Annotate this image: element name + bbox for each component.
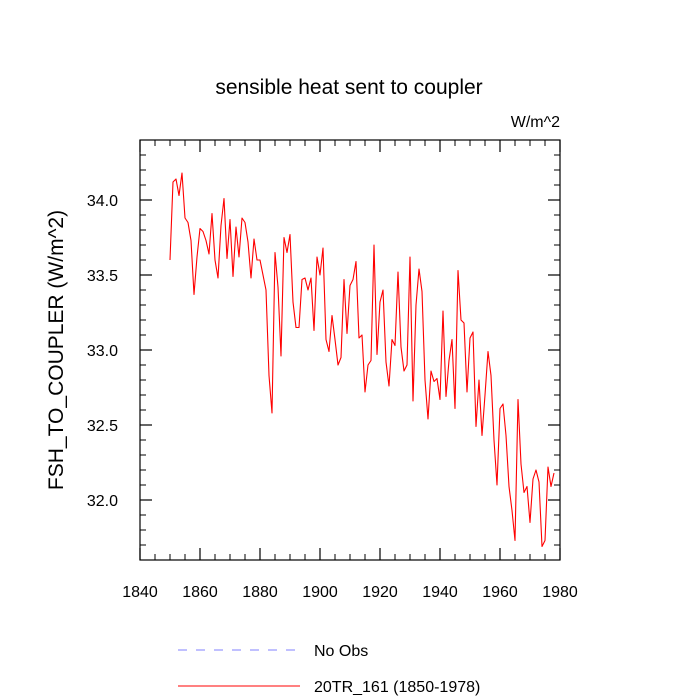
x-tick-label: 1840 [122,584,158,601]
y-axis-label: FSH_TO_COUPLER (W/m^2) [45,210,68,490]
units-label: W/m^2 [511,114,560,131]
y-tick-label: 33.5 [87,268,118,285]
legend-label: No Obs [314,643,368,660]
x-tick-label: 1920 [362,584,398,601]
x-tick-label: 1980 [542,584,578,601]
x-tick-label: 1960 [482,584,518,601]
y-tick-label: 32.5 [87,418,118,435]
x-tick-label: 1880 [242,584,278,601]
legend: No Obs 20TR_161 (1850-1978) [178,643,480,696]
x-tick-label: 1860 [182,584,218,601]
y-tick-label: 33.0 [87,343,118,360]
x-tick-label: 1940 [422,584,458,601]
series-layer [169,172,555,548]
y-tick-label: 34.0 [87,193,118,210]
chart-title: sensible heat sent to coupler [215,76,482,99]
y-tick-label: 32.0 [87,493,118,510]
plot-frame [139,139,561,561]
x-tick-label: 1900 [302,584,338,601]
axes: 1840 1860 1880 1900 1920 1940 1960 1980 32.0 32.5… [87,139,578,601]
legend-label: 20TR_161 (1850-1978) [314,679,480,696]
series-line [169,172,555,548]
